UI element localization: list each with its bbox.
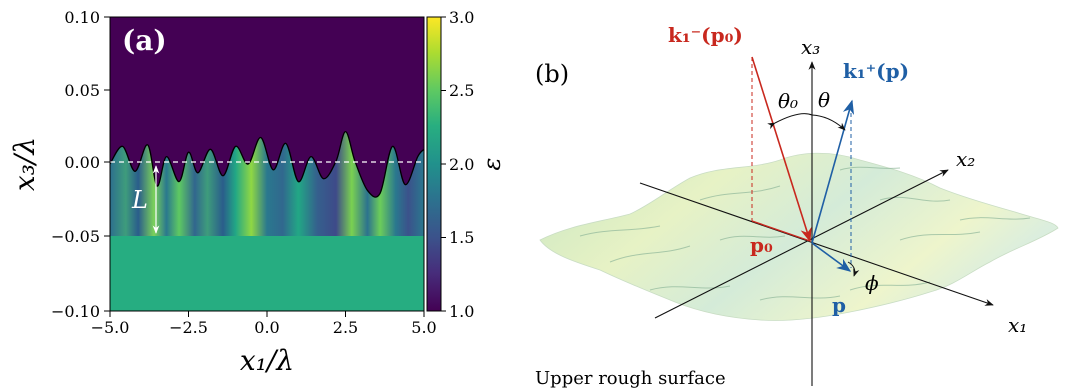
incident-wavevector [751, 56, 812, 243]
x-axis-label: x₁/λ [240, 344, 294, 377]
panel-a-label: (a) [122, 24, 167, 57]
colorbar-tick-label: 2.5 [449, 81, 474, 100]
p0-label: p₀ [750, 233, 773, 257]
theta0-label: θ₀ [778, 89, 798, 113]
panel-b-label: (b) [535, 60, 569, 88]
phi-arc [847, 261, 860, 277]
theta-arc [811, 114, 846, 131]
phi-label: ϕ [865, 271, 879, 295]
incident-in-plane [751, 220, 811, 242]
incident-wavevector-label: k₁⁻(p₀) [668, 23, 743, 47]
colorbar-tick-label: 3.0 [449, 8, 474, 27]
scattered-wavevector-label: k₁⁺(p) [843, 59, 909, 83]
panel-b: (b) x₁ x₂ x₃ [535, 23, 1059, 389]
x-tick-label: 0.0 [254, 318, 279, 337]
x-tick-label: 5.0 [411, 318, 436, 337]
caption: Upper rough surface [535, 368, 726, 389]
x-tick-label: 2.5 [333, 318, 358, 337]
surface-ripples [579, 166, 1031, 301]
y-tick-label: 0.05 [64, 81, 100, 100]
x1-axis [639, 182, 994, 306]
y-tick-label: −0.05 [51, 227, 100, 246]
y-tick-label: 0.10 [64, 8, 100, 27]
theta-label: θ [818, 88, 830, 112]
surface-profile-line [109, 131, 425, 198]
colorbar-tick-label: 1.5 [449, 228, 474, 247]
x-tick-label: −5.0 [91, 318, 130, 337]
thickness-label: L [131, 186, 148, 214]
panel-a: L (a) 0.10 0.05 0.00 −0.05 −0.10 −5.0 −2… [8, 8, 506, 377]
colorbar-ticks: 3.0 2.5 2.0 1.5 1.0 [441, 8, 474, 321]
colorbar-label: ε [478, 158, 506, 171]
theta0-arc [767, 113, 813, 130]
x3-axis-label: x₃ [801, 35, 820, 59]
colorbar-tick-label: 1.0 [449, 302, 474, 321]
y-axis-label: x₃/λ [8, 137, 41, 191]
x-axis: −5.0 −2.5 0.0 2.5 5.0 [91, 311, 437, 337]
substrate-region [110, 236, 424, 311]
x2-axis [654, 169, 949, 319]
p-vector [811, 242, 852, 272]
x-tick-label: −2.5 [169, 318, 208, 337]
y-axis: 0.10 0.05 0.00 −0.05 −0.10 [51, 8, 110, 321]
x1-axis-label: x₁ [1008, 313, 1027, 337]
colorbar-tick-label: 2.0 [449, 155, 474, 174]
colorbar [426, 16, 442, 312]
p-label: p [832, 293, 846, 317]
y-tick-label: −0.10 [51, 302, 100, 321]
y-tick-label: 0.00 [64, 153, 100, 172]
x2-axis-label: x₂ [956, 147, 975, 171]
